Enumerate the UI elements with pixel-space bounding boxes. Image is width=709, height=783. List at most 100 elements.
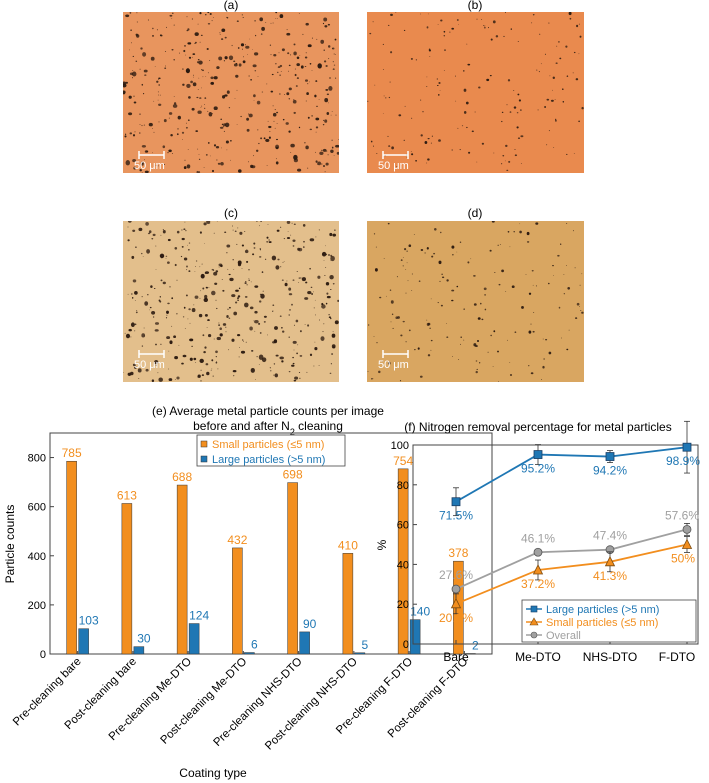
particle [383, 95, 385, 97]
particle [132, 55, 134, 57]
particle [372, 378, 374, 380]
particle [406, 157, 408, 158]
particle [330, 255, 335, 262]
particle [514, 149, 516, 151]
particle [244, 44, 247, 46]
particle [248, 269, 250, 271]
particle [400, 334, 403, 337]
particle [263, 321, 266, 323]
particle [145, 368, 149, 372]
particle [224, 36, 227, 39]
particle [123, 92, 125, 95]
particle [212, 113, 213, 115]
particle [196, 96, 199, 99]
particle [251, 165, 256, 169]
particle [171, 49, 174, 51]
particle [266, 164, 268, 166]
particle [141, 296, 143, 298]
particle [209, 13, 212, 15]
particle [507, 79, 511, 82]
particle [154, 359, 159, 365]
particle [134, 131, 136, 133]
particle [318, 365, 320, 366]
particle [289, 54, 292, 56]
particle [271, 73, 274, 76]
particle [471, 130, 474, 133]
particle [405, 269, 407, 270]
particle [305, 79, 308, 82]
particle [204, 242, 205, 244]
particle [146, 249, 151, 254]
particle [330, 149, 334, 154]
bar-small-particles [232, 547, 243, 655]
particle [134, 330, 136, 332]
particle [213, 232, 215, 234]
particle [541, 379, 543, 380]
particle [256, 356, 258, 358]
particle [201, 87, 202, 89]
particle [545, 339, 548, 341]
particle [463, 70, 465, 72]
particle [177, 128, 179, 130]
x-category-label: Bare [443, 650, 469, 664]
particle [193, 357, 197, 361]
bar-large-particles [244, 652, 255, 655]
particle [159, 253, 165, 259]
particle [553, 275, 554, 276]
particle [158, 103, 162, 107]
particle [197, 110, 202, 114]
particle [212, 17, 214, 18]
particle [217, 162, 221, 165]
particle [151, 379, 155, 382]
particle [292, 239, 296, 242]
particle [313, 291, 314, 293]
particle [253, 320, 255, 322]
particle [309, 267, 311, 270]
particle [221, 123, 224, 126]
bar-label-small: 754 [393, 454, 413, 468]
particle [224, 231, 227, 234]
chart-e-title: (e) Average metal particle counts per im… [152, 404, 384, 418]
particle [162, 281, 166, 285]
particle [446, 279, 449, 282]
particle [215, 299, 217, 301]
particle [434, 228, 437, 231]
point-label: 95.2% [521, 462, 555, 476]
particle [206, 326, 208, 328]
particle [293, 154, 298, 160]
particle [266, 236, 269, 239]
particle [198, 158, 201, 160]
particle [147, 232, 151, 235]
bar-large-particles [78, 628, 89, 655]
particle [371, 378, 373, 380]
legend-e-small-particles: Small particles (≤5 nm) [212, 439, 324, 451]
particle [461, 125, 464, 127]
particle [198, 60, 203, 65]
particle [162, 229, 166, 234]
particle [238, 63, 242, 67]
particle [307, 44, 312, 48]
particle [513, 231, 515, 233]
particle [207, 72, 209, 74]
particle [548, 22, 550, 24]
particle [463, 308, 465, 310]
particle [429, 56, 431, 57]
particle [335, 144, 339, 148]
particle [314, 341, 316, 343]
series-overall: 27.6% 46.1% 47.4% 57.6% [439, 508, 699, 594]
particle [392, 327, 394, 329]
particle [130, 29, 132, 31]
particle [153, 100, 155, 102]
particle [292, 279, 295, 281]
particle [325, 302, 328, 305]
particle [279, 226, 282, 228]
particle [253, 52, 259, 56]
particle [284, 282, 288, 287]
particle [169, 14, 173, 17]
particle [478, 86, 481, 89]
particle [304, 65, 307, 68]
particle [276, 18, 278, 19]
particle [286, 29, 288, 31]
particle [144, 150, 148, 153]
particle [562, 100, 565, 103]
